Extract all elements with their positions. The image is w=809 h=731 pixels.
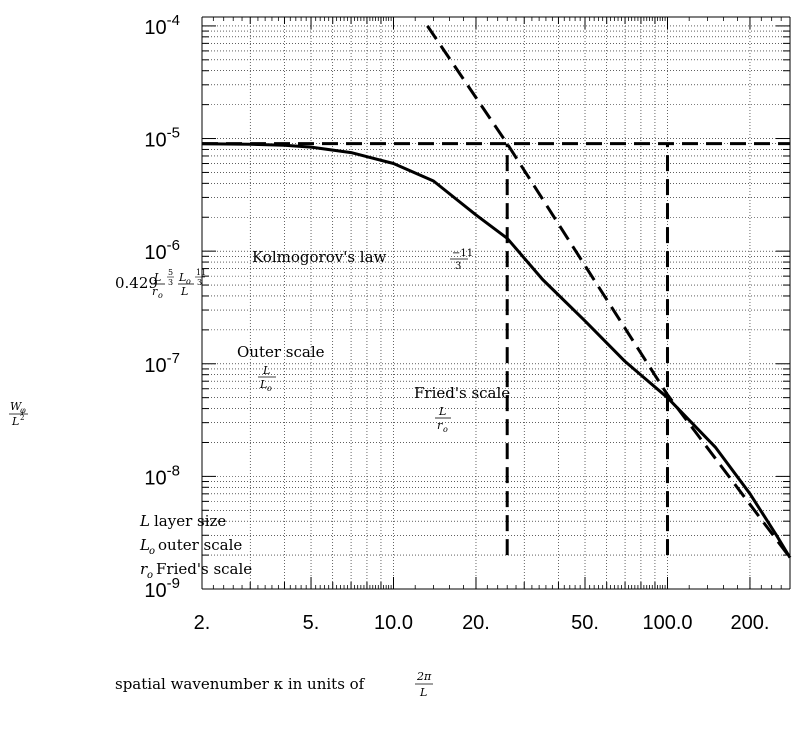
y-tick-label: 10-8 [144, 462, 180, 489]
x-tick-label: 5. [303, 612, 320, 634]
level-exp2-den: 3 [197, 278, 202, 287]
outer-frac-den: L [259, 378, 267, 391]
axes [201, 16, 791, 590]
legend-sym-1: L [139, 536, 150, 554]
spectrum-curve [201, 142, 792, 559]
xlabel-frac-num: 2π [416, 670, 432, 683]
x-tick-label: 20. [462, 612, 490, 634]
y-tick-label: 10-9 [144, 575, 180, 602]
reference-lines [202, 142, 790, 556]
level-exp1-num: 5 [168, 268, 173, 277]
y-tick-label: 10-7 [144, 350, 180, 377]
outer-scale-label: Outer scale [237, 343, 325, 361]
x-tick-label: 100.0 [642, 612, 692, 634]
kolmogorov-exp-num: −11 [452, 248, 473, 259]
level-exp1-den: 3 [168, 278, 173, 287]
x-tick-label: 200. [730, 612, 769, 634]
outer-frac-num: L [262, 364, 270, 377]
y-tick-label: 10-4 [144, 12, 180, 39]
level-frac1-num: L [153, 271, 161, 284]
legend-text-1: outer scale [158, 536, 242, 554]
legend-sym-0: L [139, 512, 150, 530]
level-coef: 0.429 [115, 274, 158, 292]
ylabel-den: L [11, 415, 19, 428]
y-tick-label: 10-5 [144, 125, 180, 152]
ylabel-num-sub: φ [20, 406, 26, 415]
level-frac1-den-sub: o [158, 291, 163, 300]
x-tick-label: 10.0 [374, 612, 413, 634]
xlabel-text: spatial wavenumber κ in units of [115, 675, 366, 693]
fried-frac-num: L [438, 405, 446, 418]
kolmogorov-law-line [426, 25, 792, 559]
x-axis-label: spatial wavenumber κ in units of 2π L [115, 670, 433, 699]
fried-frac-den-sub: o [443, 425, 448, 434]
legend-text-0: layer size [154, 512, 226, 530]
level-frac2-num-sub: o [186, 277, 191, 286]
legend-sub-2: o [147, 570, 153, 581]
legend-sub-1: o [149, 546, 155, 557]
level-frac2-den: L [180, 285, 188, 298]
annotations: Kolmogorov's law −11 3 0.429 L r o 5 3 L… [9, 248, 510, 699]
level-exp2-num: 11 [196, 268, 206, 277]
level-frac2-num: L [178, 271, 186, 284]
x-tick-label: 50. [571, 612, 599, 634]
kolmogorov-label: Kolmogorov's law [252, 248, 387, 266]
ylabel-num: W [10, 400, 23, 413]
fried-frac-den: r [437, 419, 443, 432]
xlabel-frac-den: L [419, 686, 427, 699]
grid [201, 17, 790, 590]
series [201, 25, 792, 559]
x-tick-label: 2. [194, 612, 211, 634]
y-axis-label: W φ L 2 [9, 400, 28, 428]
outer-frac-den-sub: o [267, 384, 272, 393]
ylabel-den-sup: 2 [20, 414, 24, 422]
y-tick-label: 10-6 [144, 237, 180, 264]
tick-labels: 2. 5. 10.0 20. 50. 100.0 200. 10-4 10-5 10-6 10-7 1… [144, 12, 769, 634]
level-frac1-den: r [152, 285, 158, 298]
fried-scale-label: Fried's scale [414, 384, 510, 402]
kolmogorov-exp-den: 3 [455, 261, 461, 272]
legend-sym-2: r [140, 560, 148, 578]
legend-text-2: Fried's scale [156, 560, 252, 578]
legend: L layer size L o outer scale r o Fried's… [139, 512, 252, 581]
ticks [201, 17, 790, 590]
